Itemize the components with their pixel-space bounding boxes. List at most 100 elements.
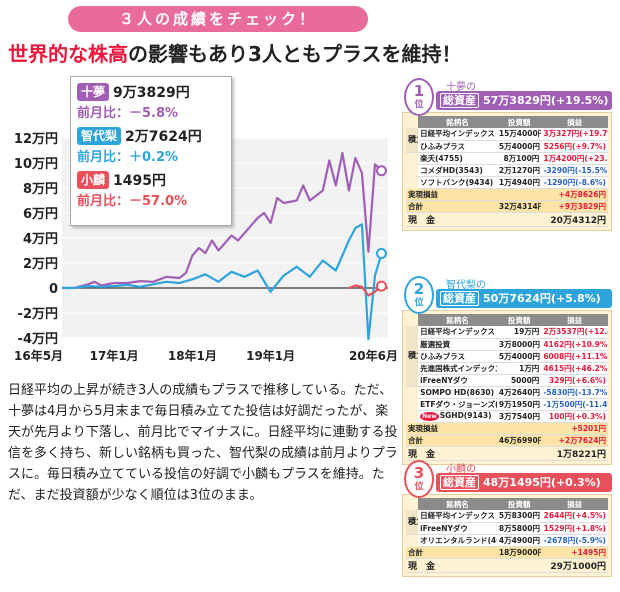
holding-name: ひふみプラス: [418, 350, 497, 363]
rank-label: 位: [414, 482, 424, 492]
holding-profit-loss: 5256円(+9.7%): [541, 140, 608, 153]
realized-row-label: 実現損益: [406, 188, 497, 201]
holding-profit-loss: 100円(+0.3%): [541, 410, 608, 423]
column-header: 銘柄名: [418, 116, 497, 128]
holding-profit-loss: -1万500円(-11.4%): [541, 398, 608, 411]
total-row-label: 合計: [406, 434, 497, 447]
headline: 世界的な株高の影響もあり3人ともプラスを維持！: [8, 38, 612, 67]
table-row: ソフトバンク(9434) 1万4940円 -1290円(-8.6%): [406, 176, 608, 189]
holding-name: 楽天(4755): [418, 152, 497, 165]
body-text: 日経平均の上昇が続き3人の成績もプラスで推移している。ただ、十夢は4月から5月末…: [8, 383, 398, 503]
holding-amount: 5000円: [496, 374, 542, 387]
holdings-box: 銘柄名投資額損益積立日経平均インデックス19万円2万3537円(+12.4%)厳…: [402, 310, 612, 465]
y-tick-label: 2万円: [23, 257, 58, 272]
holding-amount: 5万4000円: [496, 140, 542, 153]
table-row: 積立日経平均インデックス19万円2万3537円(+12.4%): [406, 326, 608, 387]
y-tick-label: 6万円: [23, 207, 58, 222]
total-assets: 総資産 57万3829円(+19.5%): [436, 91, 612, 110]
series-line: [61, 223, 383, 341]
table-row: iFreeNYダウ 8万5800円 1529円(+1.8%): [406, 522, 608, 535]
holdings-table: 銘柄名投資額損益積立日経平均インデックス5万8300円2644円(+4.5%)i…: [406, 498, 608, 573]
header-spacer: [406, 498, 418, 510]
holding-name: ソフトバンク(9434): [418, 176, 497, 189]
legend-item-jumu: 十夢 9万3829円: [77, 81, 225, 103]
holding-amount: 1万4940円: [496, 176, 542, 189]
holdings-box: 銘柄名投資額損益積立日経平均インデックス15万4000円3万327円(+19.7…: [402, 112, 612, 231]
holding-profit-loss: 1529円(+1.8%): [541, 522, 608, 535]
y-tick-label: 4万円: [23, 232, 58, 247]
realized-row-label: 実現損益: [406, 422, 497, 435]
holdings-table: 銘柄名投資額損益積立日経平均インデックス15万4000円3万327円(+19.7…: [406, 116, 608, 227]
total-assets-value: 48万1495円(+0.3%): [483, 476, 601, 489]
holding-amount: 8万100円: [496, 152, 542, 165]
cash-row: 現 金 20万4312円: [406, 212, 608, 227]
rank-number: 3: [413, 464, 425, 482]
column-header: 銘柄名: [418, 314, 497, 326]
rank-label: 位: [414, 298, 424, 308]
header-spacer: [406, 116, 418, 128]
x-tick-label: 17年1月: [90, 348, 139, 363]
section-banner: ３人の成績をチェック！: [68, 6, 368, 32]
column-header: 損益: [541, 314, 608, 326]
table-row: iFreeNYダウ 5000円 329円(+6.6%): [406, 374, 608, 387]
holdings-box: 銘柄名投資額損益積立日経平均インデックス5万8300円2644円(+4.5%)i…: [402, 494, 612, 577]
total-row-label: 合計: [406, 200, 497, 213]
investor-name: 小麟の: [446, 464, 476, 475]
y-tick-label: -2万円: [18, 307, 58, 322]
realized-row: 実現損益 +4万8626円: [406, 188, 608, 201]
total-row: 合計 32万4314円 +9万3829円: [406, 200, 608, 213]
holding-name-text: オリエンタルランド(4661): [420, 535, 497, 545]
total-row-label: 合計: [406, 546, 497, 559]
holding-amount: 2万1270円: [496, 164, 542, 177]
holding-name: New SGHD(9143): [418, 410, 497, 423]
accumulation-label: 積立: [406, 510, 419, 535]
rank-label: 位: [414, 100, 424, 110]
column-header: 投資額: [496, 498, 542, 510]
holding-profit-loss: -1290円(-8.6%): [541, 176, 608, 189]
panel-header: 3 位 小麟の 総資産 48万1495円(+0.3%): [402, 460, 612, 498]
cash-value: 20万4312円: [496, 212, 608, 227]
investor-name: 智代梨の: [446, 280, 486, 291]
legend-item-chiyori: 智代梨 2万7624円: [77, 125, 225, 147]
holding-name-text: ひふみプラス: [420, 141, 465, 151]
table-header-row: 銘柄名 投資額 損益: [406, 314, 608, 326]
legend-tag: 小麟: [77, 171, 110, 189]
table-header-row: 銘柄名 投資額 損益: [406, 498, 608, 510]
accumulation-label: 積立: [406, 326, 419, 387]
y-tick-label: -4万円: [18, 332, 58, 347]
y-tick-label: 8万円: [23, 182, 58, 197]
total-assets: 総資産 50万7624円(+5.8%): [436, 289, 612, 308]
total-row-amount: 18万9000円: [496, 546, 542, 559]
row-spacer: [406, 176, 418, 188]
holding-name: iFreeNYダウ: [418, 374, 497, 387]
holding-profit-loss: -2678円(-5.9%): [541, 534, 608, 547]
total-row-value: +9万3829円: [541, 200, 608, 213]
series-line: [61, 151, 383, 290]
holding-amount: 5万8300円: [496, 510, 542, 523]
realized-row-value: +5201円: [541, 422, 608, 435]
total-assets: 総資産 48万1495円(+0.3%): [436, 473, 612, 492]
legend-change: 前月比：－5.8%: [77, 106, 179, 121]
holding-amount: 8万5800円: [496, 522, 542, 535]
x-tick-label: 16年5月: [14, 348, 63, 363]
holding-name: コメダHD(3543): [418, 164, 497, 177]
holding-name-text: ETFダウ・ジョーンズ(1546): [420, 399, 497, 409]
holding-name-text: 日経平均インデックス: [420, 129, 495, 139]
holding-name-text: コメダHD(3543): [420, 165, 483, 175]
legend-change: 前月比：－57.0%: [77, 194, 188, 209]
holding-amount: 4万4900円: [496, 534, 542, 547]
holding-name: 日経平均インデックス: [418, 326, 497, 339]
panel-header: 1 位 十夢の 総資産 57万3829円(+19.5%): [402, 78, 612, 116]
table-row: ひふみプラス 5万4000円 6008円(+11.1%): [406, 350, 608, 363]
legend-tag: 智代梨: [77, 127, 122, 145]
total-assets-label: 総資産: [440, 475, 479, 490]
legend-value: 9万3829円: [113, 85, 190, 101]
table-row: ETFダウ・ジョーンズ(1546)9万1950円-1万500円(-11.4%): [406, 398, 608, 411]
x-tick-label: 18年1月: [168, 348, 217, 363]
table-row: 先進国株式インデックス 1万円 4615円(+46.2%): [406, 362, 608, 375]
